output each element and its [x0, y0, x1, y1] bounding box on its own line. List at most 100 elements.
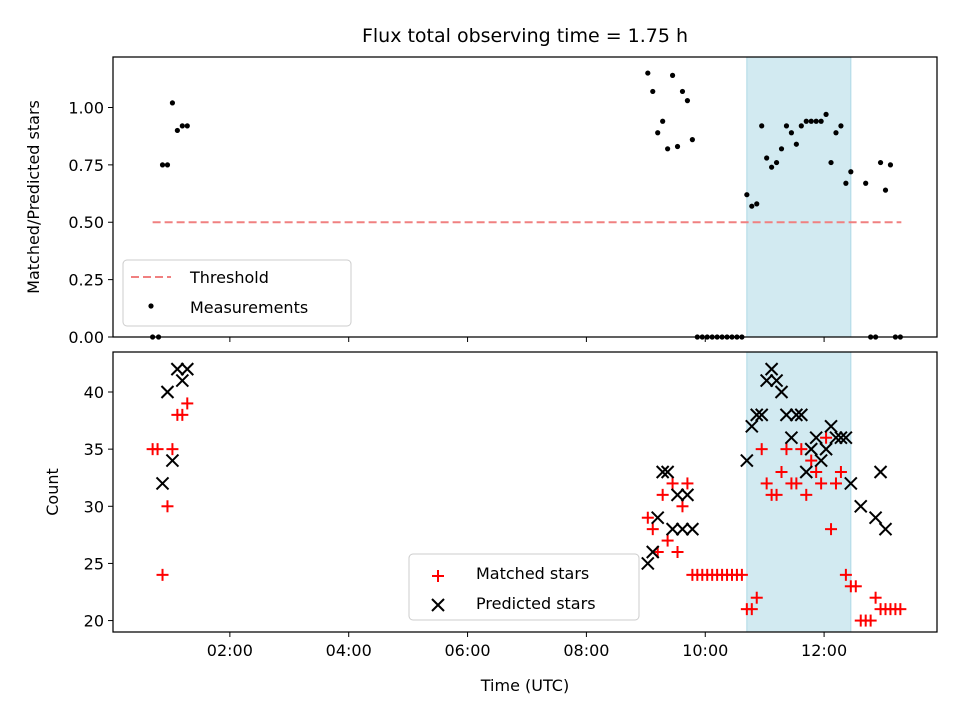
measurement-point	[184, 123, 190, 129]
measurement-point	[818, 118, 824, 124]
predicted-star-point	[854, 499, 868, 513]
y-axis-ticks: 0.00 0.25 0.50 0.75 1.00	[68, 98, 113, 347]
measurement-point	[838, 123, 844, 129]
predicted-star-point	[641, 556, 655, 571]
y-tick-label: 0.00	[68, 328, 104, 347]
measurement-point	[828, 159, 834, 166]
matched-star-point	[825, 523, 838, 536]
y-axis-label: Matched/Predicted stars	[24, 100, 43, 294]
legend-label: Measurements	[190, 298, 308, 317]
predicted-star-point	[774, 385, 789, 399]
matched-star-point	[656, 488, 669, 501]
measurement-point	[749, 203, 755, 209]
predicted-star-point	[829, 431, 843, 445]
matched-star-point	[834, 466, 847, 478]
matched-star-point	[780, 443, 793, 456]
predicted-star-point	[685, 522, 700, 536]
predicted-star-point	[779, 408, 794, 422]
matched-star-point	[176, 408, 189, 421]
measurement-point	[650, 88, 656, 95]
measurement-point	[803, 118, 809, 124]
predicted-star-point	[878, 522, 893, 536]
matched-star-point	[790, 477, 803, 490]
highlight-region	[746, 56, 852, 338]
y-tick-label: 0.50	[68, 213, 104, 232]
measurement-point	[808, 118, 814, 124]
y-tick-label: 0.75	[68, 156, 104, 175]
matched-star-point	[750, 591, 763, 604]
y-tick-label: 25	[84, 554, 104, 573]
predicted-star-point	[680, 488, 695, 502]
matched-star-point	[156, 568, 169, 581]
matched-star-points	[146, 397, 907, 627]
y-tick-label: 0.25	[68, 271, 104, 290]
matched-star-point	[849, 580, 862, 593]
measurement-point	[179, 123, 185, 129]
predicted-star-point	[759, 373, 774, 388]
top-panel: 0.00 0.25 0.50 0.75 1.00 Matched/Predicted s…	[24, 56, 938, 347]
predicted-star-point	[740, 453, 754, 468]
measurement-point	[833, 130, 839, 136]
matched-star-point	[745, 603, 758, 616]
predicted-star-point	[824, 419, 838, 433]
x-tick-label: 10:00	[682, 641, 728, 660]
predicted-star-point	[660, 465, 675, 479]
y-tick-label: 40	[84, 383, 104, 402]
matched-star-point	[775, 466, 788, 478]
measurement-point	[877, 159, 884, 166]
measurement-point	[665, 146, 671, 152]
predicted-star-point	[170, 362, 185, 376]
matched-star-point	[820, 431, 833, 444]
predicted-star-point	[839, 431, 853, 445]
x-tick-label: 08:00	[563, 641, 609, 660]
matched-star-point	[671, 546, 684, 558]
matched-star-point	[795, 443, 808, 456]
legend-plus-marker	[432, 570, 444, 582]
y-tick-label: 35	[84, 440, 104, 459]
legend: Threshold Measurements	[122, 259, 352, 327]
y-axis-ticks: 20 25 30 35 40	[84, 383, 113, 631]
highlight-region	[746, 351, 852, 633]
x-axis-ticks: 02:00 04:00 06:00 08:00 10:00 12:00	[207, 632, 847, 660]
measurement-point	[674, 143, 681, 150]
matched-star-point	[166, 443, 179, 456]
measurement-point	[744, 192, 750, 198]
measurement-point	[759, 123, 765, 129]
matched-star-point	[666, 477, 679, 490]
predicted-star-point	[665, 522, 680, 536]
measurement-point	[798, 123, 804, 129]
measurement-points	[150, 70, 903, 340]
measurement-point	[788, 130, 795, 136]
legend-dot-marker	[148, 303, 154, 309]
measurement-point	[769, 164, 775, 170]
predicted-star-point	[675, 522, 690, 536]
matched-star-point	[869, 591, 882, 604]
measurement-point	[773, 159, 780, 166]
legend-label: Matched stars	[476, 564, 589, 583]
predicted-star-point	[873, 465, 888, 479]
chart-title: Flux total observing time = 1.75 h	[362, 25, 688, 47]
predicted-star-point	[819, 442, 833, 456]
x-axis-ticks	[229, 337, 825, 342]
predicted-star-point	[764, 362, 779, 376]
measurement-point	[754, 201, 760, 207]
measurement-point	[164, 162, 171, 168]
predicted-star-point	[745, 419, 759, 433]
predicted-star-point	[784, 431, 799, 445]
legend: Matched stars Predicted stars	[408, 553, 640, 621]
predicted-star-point	[754, 408, 769, 422]
predicted-star-point	[868, 511, 883, 525]
measurement-point	[843, 180, 849, 186]
matched-star-point	[864, 614, 877, 627]
measurement-point	[174, 127, 180, 134]
predicted-star-point	[670, 488, 685, 502]
measurement-point	[783, 123, 790, 129]
y-tick-label: 1.00	[68, 98, 104, 117]
matched-star-point	[894, 603, 907, 616]
x-axis-label: Time (UTC)	[480, 676, 569, 695]
matched-star-point	[829, 477, 842, 490]
x-tick-label: 12:00	[801, 641, 847, 660]
predicted-star-point	[651, 511, 665, 525]
predicted-star-point	[769, 373, 784, 388]
